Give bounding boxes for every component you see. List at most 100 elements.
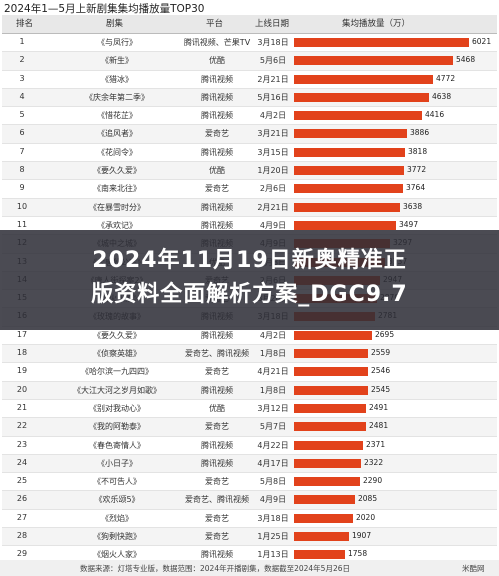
platform-cell: 爱奇艺、腾讯视频 [185,495,249,505]
platform-cell: 爱奇艺 [205,129,229,139]
date-cell: 5月6日 [259,56,287,66]
value-label: 2290 [363,476,383,486]
table-row: 9 《南来北往》 爱奇艺 2月6日 3764 [2,180,497,199]
drama-name-cell: 《惜花芷》 [97,111,137,121]
drama-name-cell: 《庆余年第二季》 [85,92,149,102]
table-row: 4 《庆余年第二季》 腾讯视频 5月16日 4638 [2,88,497,108]
rank-cell: 27 [16,512,28,522]
platform-cell: 爱奇艺 [205,422,229,432]
value-bar [294,330,372,340]
drama-name-cell: 《不可告人》 [93,477,141,487]
value-label: 2695 [375,329,395,339]
drama-name-cell: 《侦察英雄》 [93,349,141,359]
overlay-banner: 2024年11月19日新奥精准正 版资料全面解析方案_DGC9.7 [0,230,499,330]
rank-cell: 2 [19,55,25,65]
overlay-line-2: 版资料全面解析方案_DGC9.7 [91,282,408,307]
platform-cell: 爱奇艺、腾讯视频 [185,349,249,359]
header-name: 剧集 [106,19,124,29]
table-row: 6 《追风者》 爱奇艺 3月21日 3886 [2,125,497,144]
table-row: 10 《在暴雪时分》 腾讯视频 2月21日 3638 [2,198,497,217]
value-label: 2085 [358,494,378,504]
rank-cell: 4 [19,91,25,101]
value-bar [294,458,361,468]
table-row: 21 《别对我动心》 优酷 3月12日 2491 [2,400,497,419]
drama-name-cell: 《要久久爱》 [93,166,141,176]
table-row: 22 《我的阿勒泰》 爱奇艺 5月7日 2481 [2,418,497,437]
date-cell: 2月21日 [257,202,289,212]
drama-name-cell: 《我的阿勒泰》 [89,422,145,432]
value-label: 3497 [399,219,419,229]
date-cell: 3月12日 [257,403,289,413]
date-cell: 3月18日 [257,513,289,523]
table-row: 25 《不可告人》 爱奇艺 5月8日 2290 [2,473,497,492]
value-bar [294,166,404,176]
platform-cell: 爱奇艺 [205,532,229,542]
date-cell: 1月8日 [259,385,287,395]
value-label: 2322 [364,457,384,467]
drama-name-cell: 《狗剩快跑》 [93,532,141,542]
value-bar [294,129,407,139]
rank-cell: 1 [19,37,25,46]
platform-cell: 腾讯视频、芒果TV [183,38,251,47]
value-label: 2546 [371,366,391,376]
value-label: 4638 [432,91,452,101]
value-label: 2559 [371,348,391,358]
date-cell: 4月9日 [259,495,287,505]
rank-cell: 7 [19,146,25,156]
value-label: 3818 [408,146,428,156]
drama-name-cell: 《别对我动心》 [89,403,145,413]
value-bar [294,440,363,450]
platform-cell: 爱奇艺 [205,184,229,194]
platform-cell: 优酷 [209,56,225,66]
value-bar [294,111,422,121]
rank-cell: 28 [16,531,28,541]
rank-cell: 21 [16,402,28,412]
value-bar [294,38,469,47]
value-label: 1907 [352,531,372,541]
drama-name-cell: 《烟火人家》 [93,550,141,560]
date-cell: 4月9日 [259,220,287,230]
footer-watermark: 米酷网 [462,564,485,573]
rank-cell: 26 [16,494,28,504]
footer-source: 数据来源：灯塔专业版，数据范围：2024年开播剧集，数据截至2024年5月26日 [80,564,350,573]
date-cell: 4月2日 [259,111,287,121]
platform-cell: 腾讯视频 [201,550,233,560]
table-row: 19 《哈尔滨一九四四》 爱奇艺 4月21日 2546 [2,363,497,382]
date-cell: 5月16日 [257,92,289,102]
date-cell: 4月2日 [259,330,287,340]
table-header: 排名 剧集 平台 上线日期 集均播放量（万） [2,15,497,34]
platform-cell: 优酷 [209,403,225,413]
date-cell: 4月17日 [257,458,289,468]
date-cell: 3月18日 [257,38,289,47]
date-cell: 2月21日 [257,74,289,84]
value-label: 2371 [366,439,386,449]
table-row: 24 《小日子》 腾讯视频 4月17日 2322 [2,454,497,474]
table-row: 3 《猎冰》 腾讯视频 2月21日 4772 [2,71,497,89]
value-bar [294,385,368,395]
drama-name-cell: 《小日子》 [97,458,137,468]
value-bar [294,184,403,194]
platform-cell: 爱奇艺 [205,367,229,377]
table-row: 2 《新生》 优酷 5月6日 5468 [2,52,497,71]
date-cell: 1月25日 [257,532,289,542]
drama-name-cell: 《哈尔滨一九四四》 [81,367,153,377]
rank-cell: 25 [16,476,28,486]
value-bar [294,422,366,432]
drama-name-cell: 《猎冰》 [101,74,133,84]
value-label: 1758 [348,549,368,559]
rank-cell: 19 [16,366,28,376]
platform-cell: 腾讯视频 [201,440,233,450]
platform-cell: 腾讯视频 [201,111,233,121]
value-bar [294,550,345,560]
table-row: 28 《狗剩快跑》 爱奇艺 1月25日 1907 [2,528,497,547]
value-label: 2020 [356,512,376,522]
rank-cell: 18 [16,348,28,358]
platform-cell: 腾讯视频 [201,385,233,395]
platform-cell: 腾讯视频 [201,458,233,468]
drama-name-cell: 《与凤行》 [97,38,137,47]
value-label: 3638 [403,201,423,211]
drama-name-cell: 《追风者》 [97,129,137,139]
platform-cell: 腾讯视频 [201,147,233,157]
date-cell: 1月8日 [259,349,287,359]
